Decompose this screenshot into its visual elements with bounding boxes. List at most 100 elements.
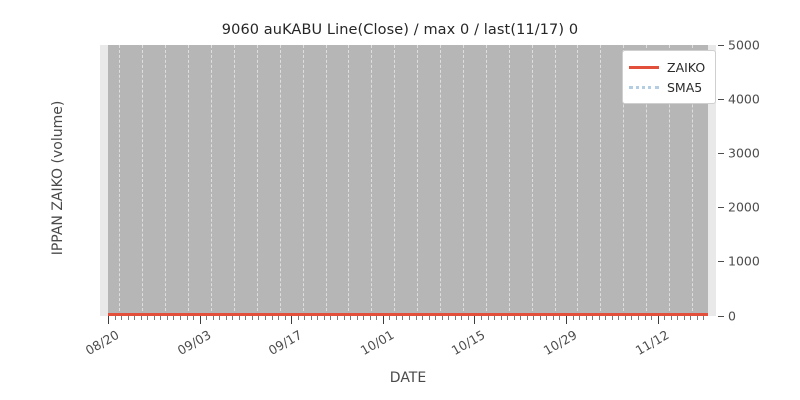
- gridline-vertical: [485, 45, 487, 316]
- y-tick-mark: [718, 152, 724, 154]
- x-tick-minor: [703, 316, 705, 320]
- x-tick-minor: [245, 316, 247, 320]
- x-tick-minor: [526, 316, 528, 320]
- x-tick-minor: [323, 316, 325, 320]
- x-tick-minor: [637, 316, 639, 320]
- x-tick-minor: [690, 316, 692, 320]
- x-tick-minor: [343, 316, 345, 320]
- x-tick-minor: [631, 316, 633, 320]
- x-tick-minor: [265, 316, 267, 320]
- x-tick-minor: [153, 316, 155, 320]
- x-tick-label: 08/20: [82, 327, 122, 359]
- vertical-gridlines: [100, 45, 716, 316]
- x-tick-major: [657, 316, 659, 324]
- x-tick-minor: [186, 316, 188, 320]
- gridline-vertical: [371, 45, 373, 316]
- x-tick-minor: [310, 316, 312, 320]
- x-tick-minor: [605, 316, 607, 320]
- x-tick-minor: [408, 316, 410, 320]
- x-tick-minor: [664, 316, 666, 320]
- x-tick-label: 10/01: [357, 327, 397, 359]
- x-tick-minor: [238, 316, 240, 320]
- x-tick-minor: [480, 316, 482, 320]
- gridline-vertical: [233, 45, 235, 316]
- gridline-vertical: [462, 45, 464, 316]
- y-axis: 0 1000 2000 3000 4000 5000: [716, 37, 800, 323]
- x-tick-minor: [225, 316, 227, 320]
- y-tick-mark: [718, 44, 724, 46]
- x-tick-minor: [317, 316, 319, 320]
- x-tick-minor: [304, 316, 306, 320]
- x-tick-minor: [422, 316, 424, 320]
- x-tick-minor: [611, 316, 613, 320]
- x-tick-minor: [579, 316, 581, 320]
- x-tick-minor: [284, 316, 286, 320]
- gridline-vertical: [417, 45, 419, 316]
- gridline-vertical: [531, 45, 533, 316]
- x-tick-minor: [461, 316, 463, 320]
- chart-legend[interactable]: ZAIKO SMA5: [622, 50, 716, 104]
- legend-label-zaiko: ZAIKO: [667, 59, 706, 75]
- x-axis-title: DATE: [389, 370, 427, 386]
- series-line-zaiko: [108, 313, 708, 316]
- legend-label-sma5: SMA5: [667, 79, 703, 95]
- x-tick-label: 11/12: [632, 327, 672, 359]
- x-tick-minor: [670, 316, 672, 320]
- x-tick-minor: [160, 316, 162, 320]
- gridline-vertical: [325, 45, 327, 316]
- y-tick-mark: [718, 315, 724, 317]
- x-tick-minor: [389, 316, 391, 320]
- x-tick-minor: [539, 316, 541, 320]
- y-tick-mark: [718, 207, 724, 209]
- x-tick-major: [199, 316, 201, 324]
- y-tick-label: 5000: [728, 37, 760, 52]
- gridline-vertical: [577, 45, 579, 316]
- y-tick-label: 0: [728, 308, 736, 323]
- x-tick-minor: [487, 316, 489, 320]
- gridline-vertical: [165, 45, 167, 316]
- legend-item-zaiko[interactable]: ZAIKO: [629, 57, 707, 77]
- y-tick-label: 1000: [728, 253, 760, 269]
- x-tick-label: 10/15: [449, 327, 488, 359]
- x-tick-minor: [598, 316, 600, 320]
- x-tick-minor: [559, 316, 561, 320]
- x-axis-tick-labels: 08/20 09/03 09/17 10/01 10/15 10/29 11/12: [83, 327, 716, 367]
- x-tick-minor: [513, 316, 515, 320]
- y-tick-label: 3000: [728, 145, 760, 161]
- x-tick-minor: [435, 316, 437, 320]
- x-tick-minor: [441, 316, 443, 320]
- x-tick-minor: [533, 316, 535, 320]
- x-tick-minor: [677, 316, 679, 320]
- gridline-vertical: [646, 45, 648, 316]
- x-tick-minor: [546, 316, 548, 320]
- gridline-vertical: [348, 45, 350, 316]
- x-tick-minor: [467, 316, 469, 320]
- legend-item-sma5[interactable]: SMA5: [629, 77, 707, 97]
- gridline-vertical: [256, 45, 258, 316]
- y-tick-label: 4000: [728, 91, 760, 107]
- chart-title: 9060 auKABU Line(Close) / max 0 / last(1…: [221, 22, 579, 38]
- x-tick-minor: [350, 316, 352, 320]
- plot-area: [100, 45, 716, 316]
- x-tick-minor: [696, 316, 698, 320]
- x-tick-minor: [337, 316, 338, 320]
- x-tick-minor: [121, 316, 123, 320]
- x-axis-ticks: [100, 316, 716, 325]
- x-tick-minor: [454, 316, 456, 320]
- x-tick-minor: [500, 316, 502, 320]
- x-tick-minor: [572, 316, 574, 320]
- x-tick-minor: [376, 316, 378, 320]
- y-tick-mark: [718, 261, 724, 263]
- x-tick-minor: [297, 316, 299, 320]
- x-tick-minor: [330, 316, 332, 320]
- x-tick-minor: [173, 316, 175, 320]
- x-tick-minor: [402, 316, 404, 320]
- x-tick-minor: [140, 316, 142, 320]
- y-axis-title: IPPAN ZAIKO (volume): [50, 100, 66, 256]
- x-tick-minor: [552, 316, 554, 320]
- x-tick-minor: [166, 316, 168, 320]
- gridline-vertical: [302, 45, 304, 316]
- x-tick-minor: [415, 316, 417, 320]
- gridline-vertical: [554, 45, 556, 316]
